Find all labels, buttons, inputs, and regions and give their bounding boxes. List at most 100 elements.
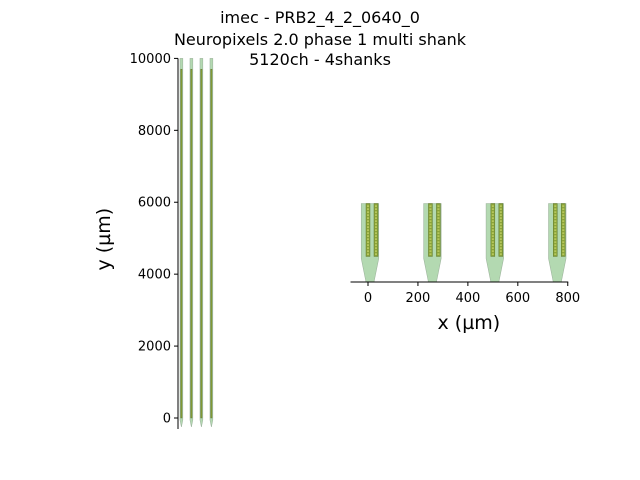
contact-site — [374, 229, 377, 231]
contact-site — [491, 208, 494, 210]
contact-site — [554, 253, 557, 255]
contact-site — [367, 250, 369, 252]
contact-site — [367, 235, 369, 237]
contact-site — [437, 247, 440, 249]
contact-site — [437, 211, 440, 213]
contact-site — [562, 229, 565, 231]
x-tick-label: 600 — [505, 291, 530, 306]
y-tick-label: 8000 — [138, 124, 171, 139]
contact-site — [367, 232, 369, 234]
contact-site — [491, 217, 494, 219]
contact-site — [491, 235, 494, 237]
contact-site — [499, 253, 502, 255]
contact-site — [491, 223, 494, 225]
x-axis-ticks: 0 200 400 600 800 — [364, 282, 580, 306]
contact-site — [562, 238, 565, 240]
contact-site — [374, 241, 377, 243]
contact-site — [367, 244, 369, 246]
contact-site — [437, 226, 440, 228]
contact-site — [554, 214, 557, 216]
contact-site — [429, 214, 432, 216]
contact-site — [554, 250, 557, 252]
contact-site — [374, 214, 377, 216]
zoom-probe-shanks — [360, 203, 567, 283]
contact-column — [200, 68, 203, 419]
contact-site — [562, 235, 565, 237]
zoom-probe-panel: 0 200 400 600 800 x (µm) — [350, 203, 580, 334]
contact-site — [374, 217, 377, 219]
contact-site — [374, 226, 377, 228]
contact-site — [499, 217, 502, 219]
contact-site — [562, 232, 565, 234]
contact-site — [374, 247, 377, 249]
contact-site — [562, 244, 565, 246]
contact-site — [499, 205, 502, 207]
contact-site — [562, 247, 565, 249]
contact-column — [190, 68, 193, 419]
contact-site — [554, 220, 557, 222]
y-tick-label: 4000 — [138, 268, 171, 283]
contact-site — [367, 241, 369, 243]
contact-site — [367, 214, 369, 216]
contact-site — [491, 253, 494, 255]
y-axis-ticks: 0 2000 4000 6000 8000 10000 — [130, 52, 178, 427]
contact-site — [437, 244, 440, 246]
contact-site — [367, 226, 369, 228]
title-line-3: 5120ch - 4shanks — [249, 50, 391, 69]
contact-site — [429, 205, 432, 207]
contact-site — [491, 247, 494, 249]
contact-site — [554, 211, 557, 213]
contact-site — [429, 223, 432, 225]
contact-site — [499, 226, 502, 228]
contact-site — [437, 205, 440, 207]
contact-site — [437, 214, 440, 216]
contact-site — [374, 253, 377, 255]
contact-site — [367, 229, 369, 231]
contact-site — [374, 238, 377, 240]
title-line-1: imec - PRB2_4_2_0640_0 — [220, 8, 420, 28]
contact-site — [429, 238, 432, 240]
contact-site — [562, 250, 565, 252]
contact-site — [437, 235, 440, 237]
contact-site — [491, 241, 494, 243]
contact-site — [429, 247, 432, 249]
contact-site — [554, 226, 557, 228]
contact-site — [491, 244, 494, 246]
contact-site — [429, 235, 432, 237]
contact-site — [429, 253, 432, 255]
contact-site — [499, 238, 502, 240]
contact-site — [499, 232, 502, 234]
contact-site — [491, 229, 494, 231]
contact-site — [429, 208, 432, 210]
contact-site — [491, 238, 494, 240]
contact-site — [562, 223, 565, 225]
contact-site — [562, 241, 565, 243]
contact-site — [429, 226, 432, 228]
contact-site — [499, 244, 502, 246]
contact-site — [374, 232, 377, 234]
contact-site — [491, 226, 494, 228]
contact-site — [562, 211, 565, 213]
contact-site — [429, 244, 432, 246]
contact-site — [429, 217, 432, 219]
figure-title: imec - PRB2_4_2_0640_0 Neuropixels 2.0 p… — [174, 8, 467, 69]
contact-site — [554, 238, 557, 240]
contact-site — [367, 205, 369, 207]
y-tick-label: 6000 — [138, 196, 171, 211]
contact-site — [554, 223, 557, 225]
contact-site — [374, 205, 377, 207]
contact-site — [491, 205, 494, 207]
contact-site — [374, 235, 377, 237]
contact-site — [367, 253, 369, 255]
contact-site — [499, 223, 502, 225]
contact-site — [499, 211, 502, 213]
contact-site — [367, 217, 369, 219]
contact-site — [374, 250, 377, 252]
contact-site — [437, 238, 440, 240]
contact-site — [554, 232, 557, 234]
contact-site — [491, 211, 494, 213]
contact-column — [210, 68, 213, 419]
y-tick-label: 2000 — [138, 340, 171, 355]
contact-site — [374, 211, 377, 213]
contact-site — [562, 217, 565, 219]
